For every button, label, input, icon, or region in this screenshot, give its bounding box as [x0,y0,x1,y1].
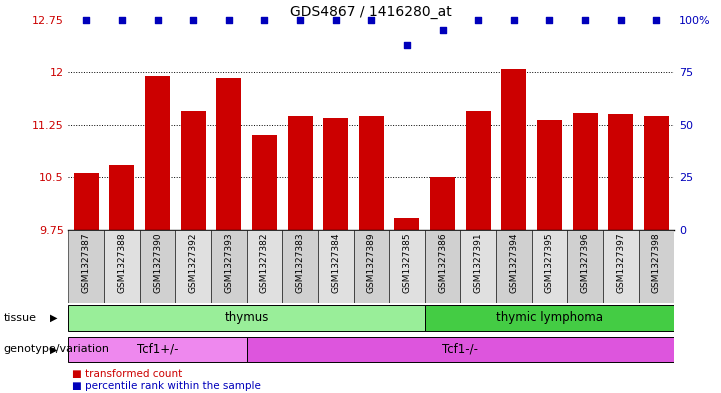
Bar [68,305,425,331]
Bar [425,230,461,303]
Bar [644,116,669,230]
Text: GSM1327384: GSM1327384 [331,232,340,292]
Text: GSM1327393: GSM1327393 [224,232,234,293]
Bar [389,230,425,303]
Text: thymus: thymus [224,311,269,325]
Bar [394,218,420,230]
Text: genotype/variation: genotype/variation [4,344,110,354]
Bar [353,230,389,303]
Text: GSM1327382: GSM1327382 [260,232,269,292]
Bar [466,111,491,230]
Bar [104,230,140,303]
Bar [175,230,211,303]
Bar [211,230,247,303]
Point [508,17,520,23]
Text: GSM1327397: GSM1327397 [616,232,625,293]
Bar [531,230,567,303]
Point [187,17,199,23]
Bar [110,165,134,230]
Bar [639,230,674,303]
Bar [461,230,496,303]
Bar [216,78,242,230]
Point [294,17,306,23]
Bar [496,230,531,303]
Text: GSM1327394: GSM1327394 [509,232,518,292]
Text: Tcf1-/-: Tcf1-/- [443,343,478,356]
Text: GSM1327396: GSM1327396 [580,232,590,293]
Text: GSM1327388: GSM1327388 [118,232,126,293]
Bar [252,135,277,230]
Text: ■ percentile rank within the sample: ■ percentile rank within the sample [72,381,261,391]
Text: Tcf1+/-: Tcf1+/- [137,343,178,356]
Point [223,17,234,23]
Text: GSM1327386: GSM1327386 [438,232,447,293]
Point [366,17,377,23]
Text: GSM1327391: GSM1327391 [474,232,482,293]
Text: ■ transformed count: ■ transformed count [72,369,182,379]
Bar [318,230,353,303]
Point [579,17,590,23]
Title: GDS4867 / 1416280_at: GDS4867 / 1416280_at [291,5,452,18]
Point [116,17,128,23]
Text: GSM1327385: GSM1327385 [402,232,412,293]
Point [544,17,555,23]
Bar [145,76,170,230]
Point [259,17,270,23]
Text: GSM1327383: GSM1327383 [296,232,304,293]
Bar [359,116,384,230]
Text: thymic lymphoma: thymic lymphoma [496,311,603,325]
Text: tissue: tissue [4,313,37,323]
Bar [430,177,455,230]
Text: GSM1327389: GSM1327389 [367,232,376,293]
Point [152,17,164,23]
Bar [567,230,603,303]
Bar [609,114,633,230]
Bar [247,230,282,303]
Bar [425,305,674,331]
Bar [74,173,99,230]
Text: GSM1327395: GSM1327395 [545,232,554,293]
Bar [140,230,175,303]
Point [650,17,662,23]
Bar [323,118,348,230]
Bar [537,120,562,230]
Text: GSM1327398: GSM1327398 [652,232,661,293]
Bar [572,113,598,230]
Bar [282,230,318,303]
Text: GSM1327387: GSM1327387 [81,232,91,293]
Point [81,17,92,23]
Point [437,27,448,33]
Bar [68,230,104,303]
Bar [603,230,639,303]
Text: GSM1327392: GSM1327392 [189,232,198,292]
Text: GSM1327390: GSM1327390 [153,232,162,293]
Bar [501,69,526,230]
Point [615,17,627,23]
Bar [68,337,247,362]
Point [330,17,342,23]
Bar [247,337,674,362]
Point [472,17,484,23]
Bar [288,116,312,230]
Text: ▶: ▶ [50,344,58,354]
Text: ▶: ▶ [50,313,58,323]
Point [401,42,412,48]
Bar [181,111,205,230]
